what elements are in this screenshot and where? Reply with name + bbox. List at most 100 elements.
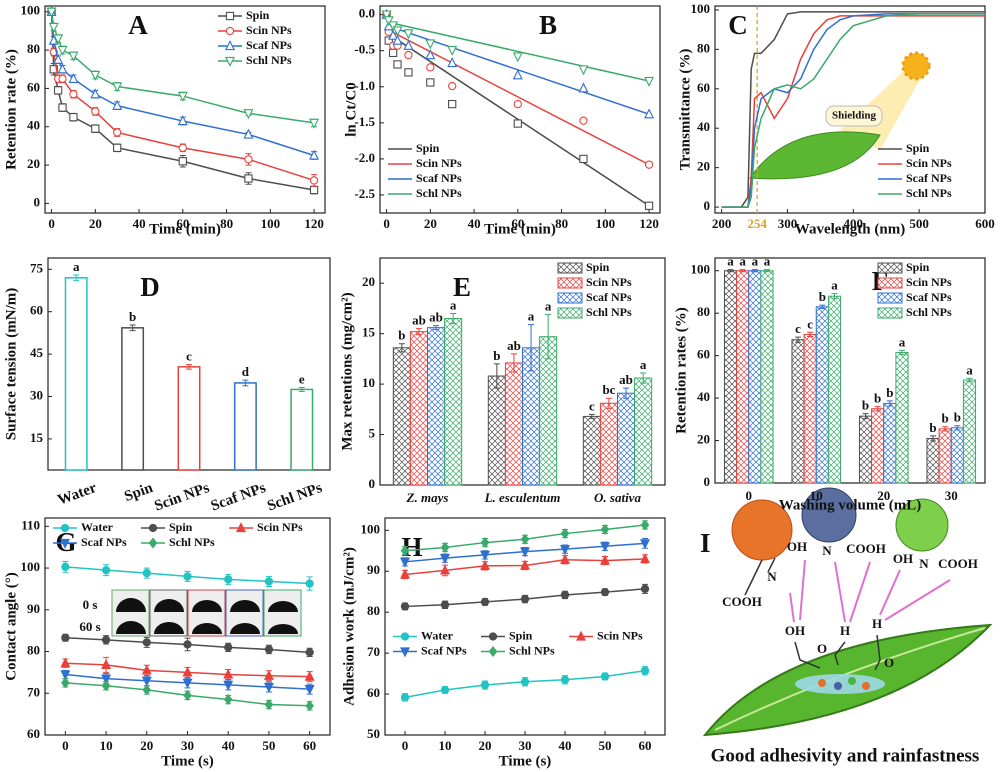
x-tick-label: 200: [712, 216, 732, 231]
marker: [512, 52, 523, 63]
legend-label: Schl NPs: [906, 186, 952, 200]
legend-label: Scaf NPs: [421, 643, 467, 657]
x-tick-label: 40: [133, 216, 146, 231]
plot-frame: [44, 5, 326, 214]
series-line: [50, 11, 315, 157]
marker: [141, 664, 152, 675]
error-bar: [129, 324, 136, 332]
y-tick-label: 75: [30, 260, 44, 275]
x-tick-label: 10: [810, 488, 823, 503]
marker: [425, 49, 436, 60]
marker: [69, 113, 78, 122]
bar: [427, 327, 446, 486]
y-tick-label: 40: [697, 119, 710, 134]
y-tick-label: 60: [27, 79, 40, 94]
error-bar: [763, 269, 770, 273]
marker: [600, 554, 610, 565]
marker: [101, 635, 111, 645]
marker: [644, 108, 655, 119]
legend-label: Scin NPs: [597, 628, 643, 642]
legend-label: Scin NPs: [586, 275, 632, 289]
legend-label: Schl NPs: [169, 535, 215, 549]
inset-label: 0 s: [83, 597, 98, 612]
legend-swatch: [877, 307, 903, 319]
x-tick-label: 500: [909, 216, 929, 231]
chem-label: O: [884, 655, 894, 670]
bar: [871, 408, 885, 484]
marker: [560, 528, 570, 540]
y-axis-label: Retention rates (%): [673, 307, 689, 434]
marker: [309, 176, 319, 185]
marker: [68, 73, 79, 83]
marker: [440, 553, 450, 564]
y-tick-label: -0.5: [354, 42, 375, 57]
x-tick-label: 120: [304, 216, 324, 231]
significance-letter: b: [874, 391, 881, 406]
chem-label: COOH: [722, 594, 762, 609]
marker: [400, 693, 410, 702]
marker: [183, 640, 192, 649]
error-bar: [186, 364, 192, 370]
x-tick-label: 60: [639, 738, 652, 753]
chem-label: COOH: [846, 541, 886, 556]
y-tick-label: 5: [369, 426, 376, 441]
marker: [600, 542, 610, 553]
error-bar: [588, 413, 595, 419]
panel-label: C: [728, 10, 748, 40]
y-tick-label: 0: [369, 476, 376, 491]
marker: [264, 645, 274, 654]
marker: [60, 657, 71, 668]
significance-letter: b: [862, 398, 869, 413]
y-tick-label: 15: [362, 325, 376, 340]
series-line: [721, 15, 985, 208]
x-axis-label: Time (min): [484, 221, 556, 237]
bar: [177, 366, 201, 471]
y-tick-label: 20: [697, 159, 710, 174]
marker: [480, 550, 490, 561]
x-tick-label: 30: [181, 738, 194, 753]
panel-label: A: [128, 10, 148, 40]
error-bar: [966, 377, 973, 383]
x-tick-label: 30: [945, 488, 958, 503]
error-bar: [942, 426, 949, 432]
x-tick-label: Water: [56, 480, 99, 509]
legend-swatch: [877, 262, 903, 274]
chem-label: H: [872, 616, 882, 631]
fit-line: [386, 32, 650, 207]
legend-marker: [400, 647, 410, 658]
bar: [760, 270, 774, 484]
x-tick-label: 60: [511, 216, 524, 231]
marker: [223, 680, 234, 691]
legend-label: Schl NPs: [416, 186, 462, 200]
marker: [578, 82, 589, 93]
y-tick-label: 0: [34, 194, 41, 209]
y-tick-label: 10: [362, 375, 375, 390]
marker: [177, 115, 188, 126]
bar: [883, 402, 897, 484]
legend-swatch: [877, 292, 903, 304]
significance-letter: bc: [602, 382, 615, 397]
error-bar: [298, 386, 305, 392]
marker: [400, 557, 410, 568]
legend-label: Scaf NPs: [586, 290, 632, 304]
y-tick-label: 20: [697, 432, 710, 447]
significance-letter: b: [398, 328, 405, 343]
error-bar: [795, 336, 802, 343]
bar: [233, 382, 257, 471]
marker: [69, 90, 78, 99]
x-tick-label: 20: [140, 738, 153, 753]
x-tick-label: 40: [468, 216, 481, 231]
bar: [444, 318, 463, 486]
marker: [264, 699, 274, 711]
panel-label: B: [539, 10, 557, 40]
legend-label: Spin: [416, 141, 440, 155]
legend-label: Spin: [246, 8, 270, 22]
marker: [58, 74, 67, 83]
legend-label: Schl NPs: [246, 53, 292, 67]
legend-marker: [225, 40, 235, 51]
marker: [579, 154, 588, 164]
x-tick-label: 0: [383, 216, 390, 231]
x-tick-label: L. esculentum: [484, 490, 561, 505]
marker: [640, 666, 650, 675]
marker: [600, 523, 610, 535]
